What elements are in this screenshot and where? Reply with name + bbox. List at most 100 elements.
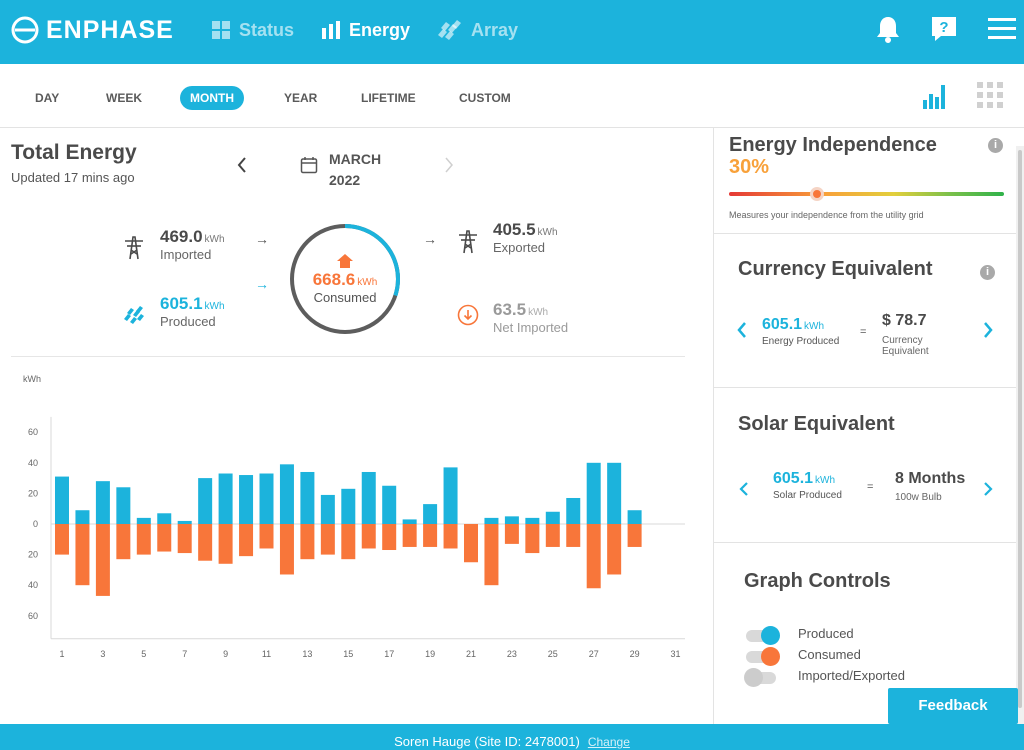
currency-amount-block: $ 78.7 Currency Equivalent	[882, 312, 942, 357]
currency-value-label: Energy Produced	[762, 336, 840, 347]
x-tick-label: 21	[466, 649, 476, 659]
graph-controls-card: Graph Controls Produced Consumed Imported/…	[714, 543, 1019, 724]
nav-array[interactable]: Array	[437, 16, 518, 44]
grid-view-icon[interactable]	[977, 82, 1003, 113]
consumed-ring-svg	[290, 224, 400, 334]
menu-icon[interactable]	[987, 14, 1017, 44]
equals-sign: =	[867, 481, 874, 493]
brand-name: ENPHASE	[46, 15, 174, 44]
x-tick-label: 27	[589, 649, 599, 659]
x-tick-label: 11	[262, 649, 271, 659]
x-tick-label: 15	[343, 649, 353, 659]
x-tick-label: 23	[507, 649, 517, 659]
nav-energy[interactable]: Energy	[321, 16, 410, 44]
currency-value: 605.1	[762, 316, 803, 333]
nav-status[interactable]: Status	[211, 16, 294, 44]
produced-bar	[177, 520, 192, 524]
produced-bar	[423, 504, 438, 524]
produced-bar	[545, 511, 560, 524]
tab-week[interactable]: WEEK	[106, 91, 142, 105]
consumed-content: 668.6 kWh Consumed	[289, 223, 401, 335]
y-tick-label: 60	[28, 427, 38, 437]
energy-bar-chart: kWh 60 40 20 0 20 40 60 1 3 5 7 9 11 13 15 17 19 21 23 25 27 2…	[0, 372, 713, 724]
side-panel: Energy Independence i 30% Measures your …	[713, 128, 1024, 724]
bell-icon[interactable]	[873, 14, 903, 44]
tab-lifetime[interactable]: LIFETIME	[361, 91, 416, 105]
arrow-right-icon: →	[255, 231, 269, 247]
tab-month[interactable]: MONTH	[180, 86, 244, 110]
month-selector[interactable]: MARCH 2022	[329, 149, 381, 191]
change-site-link[interactable]: Change	[587, 735, 630, 749]
x-tick-label: 9	[223, 649, 228, 659]
currency-amount: $ 78.7	[882, 312, 927, 329]
footer: Soren Hauge (Site ID: 2478001) Change	[0, 724, 1024, 750]
energy-independence-title: Energy Independence	[729, 134, 937, 156]
consumed-bar	[279, 524, 294, 575]
solar-next-button[interactable]	[982, 480, 994, 503]
consumed-bar	[382, 524, 397, 551]
x-tick-label: 13	[302, 649, 312, 659]
produced-bar	[198, 478, 213, 524]
currency-amount-label: Currency Equivalent	[882, 335, 929, 357]
toggle-produced[interactable]	[746, 626, 780, 645]
imported-unit: kWh	[204, 234, 225, 245]
produced-bar	[607, 462, 622, 524]
solar-card: Solar Equivalent 605.1 kWh Solar Produced…	[714, 388, 1019, 543]
independence-gauge	[729, 192, 1004, 196]
consumed-bar	[177, 524, 192, 554]
equals-sign: =	[860, 326, 867, 338]
currency-prev-button[interactable]	[736, 320, 748, 345]
produced-bar	[75, 510, 90, 524]
produced-bar	[382, 485, 397, 524]
grid-icon	[212, 21, 230, 39]
calendar-icon[interactable]	[300, 156, 318, 179]
next-month-button[interactable]	[443, 156, 455, 179]
updated-text: Updated 17 mins ago	[11, 170, 135, 185]
toggle-consumed[interactable]	[746, 647, 780, 666]
arrow-right-blue-icon: →	[255, 276, 269, 292]
toggle-knob	[744, 668, 763, 687]
enphase-logo-icon	[11, 16, 39, 44]
y-tick-label: 60	[28, 611, 38, 621]
tab-year[interactable]: YEAR	[284, 91, 318, 105]
toggle-knob	[761, 647, 780, 666]
produced-bar	[116, 487, 131, 524]
x-tick-label: 7	[182, 649, 187, 659]
currency-card: Currency Equivalent i 605.1 kWh Energy Pr…	[714, 234, 1019, 388]
solar-amount-block: 8 Months 100w Bulb	[895, 470, 965, 503]
consumed-bar	[586, 524, 601, 589]
consumed-bar	[607, 524, 622, 575]
consumed-bar	[341, 524, 356, 560]
currency-produced: 605.1 kWh Energy Produced	[762, 316, 839, 347]
help-icon[interactable]: ?	[929, 14, 959, 44]
bar-chart-view-icon[interactable]	[922, 82, 948, 115]
imported-stat: 469.0 kWh Imported	[160, 227, 225, 262]
solar-value-label: Solar Produced	[773, 490, 842, 501]
consumed-ring: 668.6 kWh Consumed	[289, 223, 401, 335]
solar-prev-button[interactable]	[738, 480, 750, 503]
tab-day[interactable]: DAY	[35, 91, 60, 105]
solar-array-icon	[438, 20, 461, 40]
svg-text:?: ?	[939, 19, 948, 36]
info-icon[interactable]: i	[980, 265, 995, 280]
tab-custom[interactable]: CUSTOM	[459, 91, 511, 105]
exported-stat: 405.5 kWh Exported	[493, 220, 558, 255]
feedback-button[interactable]: Feedback	[888, 688, 1018, 724]
info-icon[interactable]: i	[988, 138, 1003, 153]
solar-amount: 8 Months	[895, 470, 966, 487]
chevron-right-icon	[984, 482, 993, 496]
currency-next-button[interactable]	[982, 320, 994, 345]
chevron-left-icon	[237, 157, 246, 173]
consumed-bar	[361, 524, 376, 549]
scrollbar-thumb[interactable]	[1018, 150, 1022, 708]
consumed-bar	[75, 524, 90, 586]
enphase-logo[interactable]: ENPHASE	[10, 14, 174, 46]
toggle-imported-exported[interactable]	[744, 668, 776, 687]
produced-stat: 605.1 kWh Produced	[160, 294, 225, 329]
chevron-right-icon	[445, 157, 453, 173]
produced-bar	[300, 471, 315, 524]
produced-bar	[361, 471, 376, 524]
prev-month-button[interactable]	[236, 156, 248, 179]
consumed-bar	[627, 524, 642, 547]
bar-chart-icon	[322, 21, 340, 39]
